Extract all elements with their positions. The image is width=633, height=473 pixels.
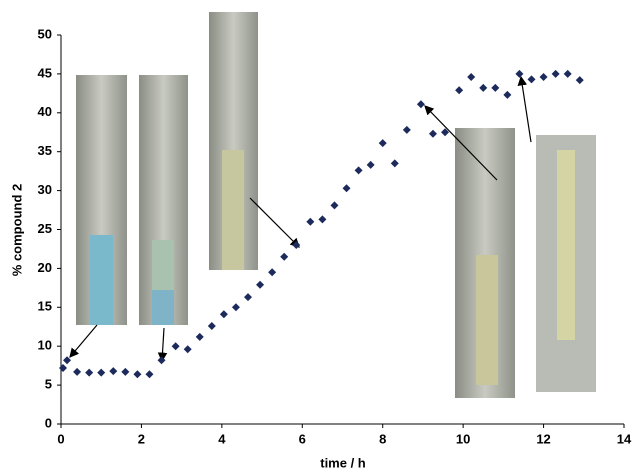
point [416,100,425,109]
y-tick-label: 20 [38,260,52,275]
x-tick-label: 2 [138,431,145,446]
y-tick-label: 25 [38,221,52,236]
point [306,217,315,226]
point [342,184,351,193]
point [292,241,301,250]
x-tick-label: 6 [299,431,306,446]
point [515,69,524,78]
point [256,280,265,289]
x-tick-label: 0 [57,431,64,446]
point [503,90,512,99]
point [390,159,399,168]
point [109,367,118,376]
y-tick-label: 10 [38,338,52,353]
point [491,83,500,92]
point [318,215,327,224]
point [551,69,560,78]
point [268,268,277,277]
point [280,252,289,261]
y-tick-label: 30 [38,182,52,197]
y-tick-label: 5 [45,377,52,392]
x-tick-label: 12 [536,431,550,446]
x-axis-label: time / h [320,455,366,470]
point [575,76,584,85]
point [428,129,437,138]
point [145,370,154,379]
point [133,370,142,379]
photos [76,12,596,398]
point [479,83,488,92]
arrows [69,75,532,363]
point [231,303,240,312]
point [85,368,94,377]
point [441,128,450,137]
point [467,73,476,82]
y-tick-label: 45 [38,65,52,80]
y-tick-label: 0 [45,415,52,430]
point [366,160,375,169]
point [63,356,72,365]
x-tick-label: 10 [456,431,470,446]
x-tick-label: 14 [617,431,632,446]
point [354,166,363,175]
point [121,367,130,376]
point [563,69,572,78]
point [378,139,387,148]
point [171,342,180,351]
point [330,201,339,210]
point [157,356,166,365]
point [207,321,216,330]
point [97,368,106,377]
point [183,345,192,354]
point [195,332,204,341]
point [219,310,228,319]
y-tick-label: 35 [38,143,52,158]
x-tick-label: 8 [379,431,386,446]
y-tick-label: 15 [38,299,52,314]
point [455,86,464,95]
point [59,363,68,372]
point [243,293,252,302]
point [539,73,548,82]
point [527,75,536,84]
point [402,125,411,134]
y-tick-label: 40 [38,104,52,119]
point [73,367,82,376]
y-axis-label: % compound 2 [9,184,24,276]
x-tick-label: 4 [218,431,226,446]
y-tick-label: 50 [38,26,52,41]
